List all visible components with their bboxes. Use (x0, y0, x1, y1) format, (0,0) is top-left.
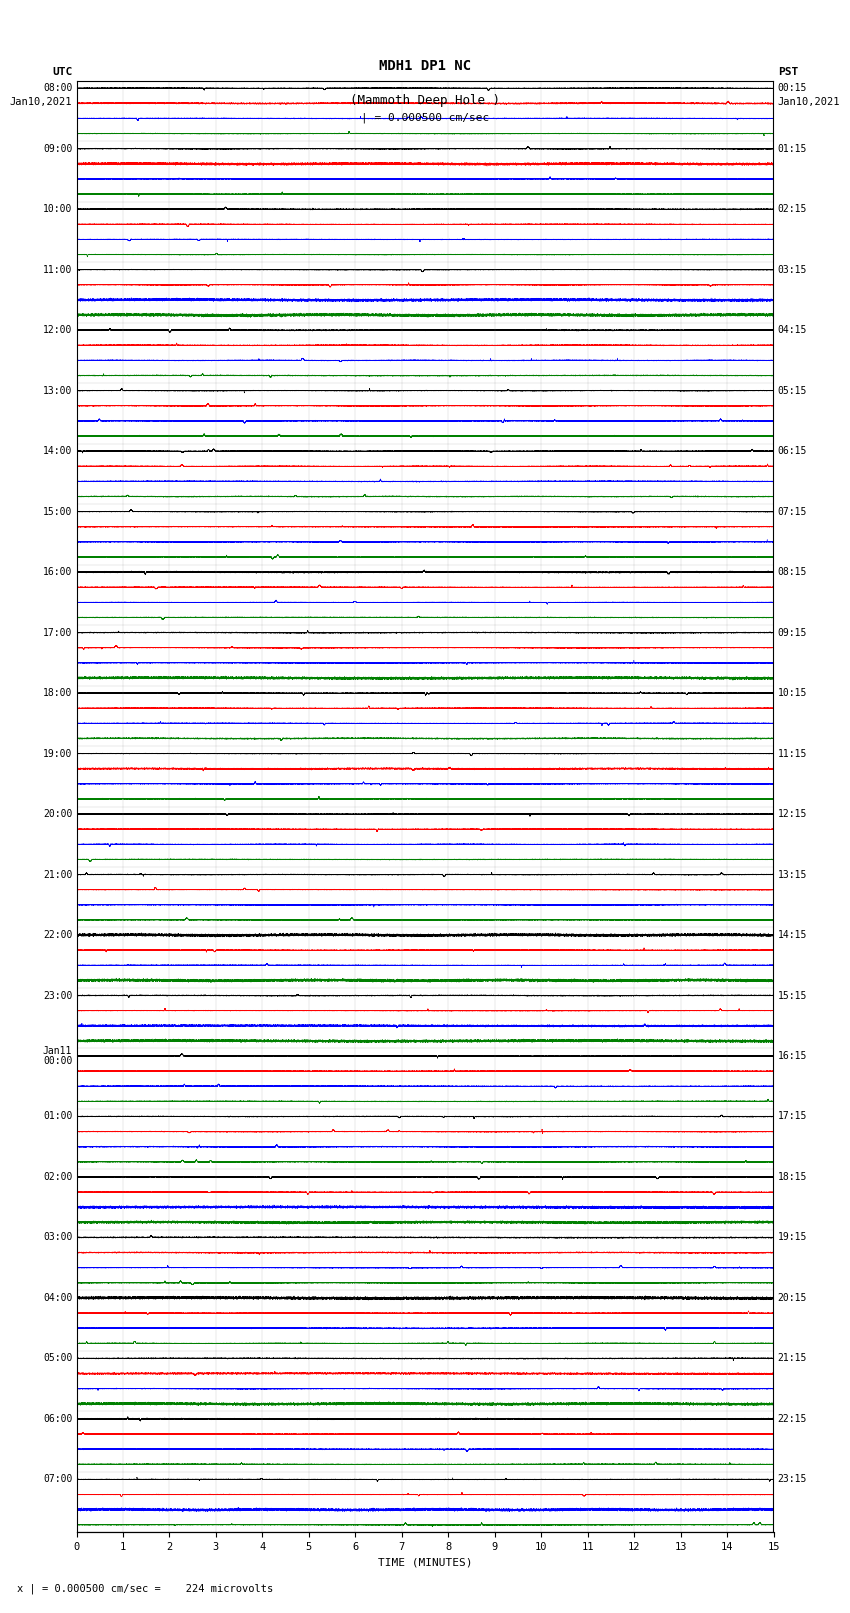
Text: 15:00: 15:00 (42, 506, 72, 516)
Text: PST: PST (778, 68, 798, 77)
Text: 23:15: 23:15 (778, 1474, 807, 1484)
Text: 00:15: 00:15 (778, 84, 807, 94)
Text: 13:00: 13:00 (42, 386, 72, 395)
Text: 23:00: 23:00 (42, 990, 72, 1000)
Text: 16:15: 16:15 (778, 1052, 807, 1061)
Text: 03:15: 03:15 (778, 265, 807, 274)
Text: 00:00: 00:00 (42, 1057, 72, 1066)
Text: 01:15: 01:15 (778, 144, 807, 153)
Text: MDH1 DP1 NC: MDH1 DP1 NC (379, 58, 471, 73)
Text: 07:15: 07:15 (778, 506, 807, 516)
Text: 05:15: 05:15 (778, 386, 807, 395)
Text: 05:00: 05:00 (42, 1353, 72, 1363)
Text: 04:15: 04:15 (778, 326, 807, 336)
Text: Jan10,2021: Jan10,2021 (778, 97, 841, 106)
Text: 20:00: 20:00 (42, 810, 72, 819)
Text: 17:00: 17:00 (42, 627, 72, 637)
Text: 03:00: 03:00 (42, 1232, 72, 1242)
Text: 18:15: 18:15 (778, 1173, 807, 1182)
Text: 10:15: 10:15 (778, 689, 807, 698)
Text: 11:15: 11:15 (778, 748, 807, 758)
Text: 15:15: 15:15 (778, 990, 807, 1000)
Text: 14:15: 14:15 (778, 931, 807, 940)
Text: 04:00: 04:00 (42, 1294, 72, 1303)
Text: | = 0.000500 cm/sec: | = 0.000500 cm/sec (361, 113, 489, 124)
Text: 14:00: 14:00 (42, 447, 72, 456)
Text: 06:15: 06:15 (778, 447, 807, 456)
Text: 02:15: 02:15 (778, 205, 807, 215)
Text: 12:15: 12:15 (778, 810, 807, 819)
Text: 20:15: 20:15 (778, 1294, 807, 1303)
Text: 13:15: 13:15 (778, 869, 807, 879)
Text: 07:00: 07:00 (42, 1474, 72, 1484)
Text: UTC: UTC (52, 68, 72, 77)
Text: 06:00: 06:00 (42, 1415, 72, 1424)
Text: 02:00: 02:00 (42, 1173, 72, 1182)
Text: 21:15: 21:15 (778, 1353, 807, 1363)
Text: 12:00: 12:00 (42, 326, 72, 336)
Text: Jan10,2021: Jan10,2021 (9, 97, 72, 106)
Text: 22:15: 22:15 (778, 1415, 807, 1424)
Text: 08:00: 08:00 (42, 84, 72, 94)
Text: 19:00: 19:00 (42, 748, 72, 758)
Text: 11:00: 11:00 (42, 265, 72, 274)
Text: Jan11: Jan11 (42, 1045, 72, 1057)
Text: 08:15: 08:15 (778, 568, 807, 577)
Text: 21:00: 21:00 (42, 869, 72, 879)
X-axis label: TIME (MINUTES): TIME (MINUTES) (377, 1558, 473, 1568)
Text: 09:15: 09:15 (778, 627, 807, 637)
Text: 19:15: 19:15 (778, 1232, 807, 1242)
Text: 17:15: 17:15 (778, 1111, 807, 1121)
Text: 01:00: 01:00 (42, 1111, 72, 1121)
Text: x | = 0.000500 cm/sec =    224 microvolts: x | = 0.000500 cm/sec = 224 microvolts (17, 1582, 273, 1594)
Text: 16:00: 16:00 (42, 568, 72, 577)
Text: (Mammoth Deep Hole ): (Mammoth Deep Hole ) (350, 94, 500, 106)
Text: 18:00: 18:00 (42, 689, 72, 698)
Text: 09:00: 09:00 (42, 144, 72, 153)
Text: 10:00: 10:00 (42, 205, 72, 215)
Text: 22:00: 22:00 (42, 931, 72, 940)
